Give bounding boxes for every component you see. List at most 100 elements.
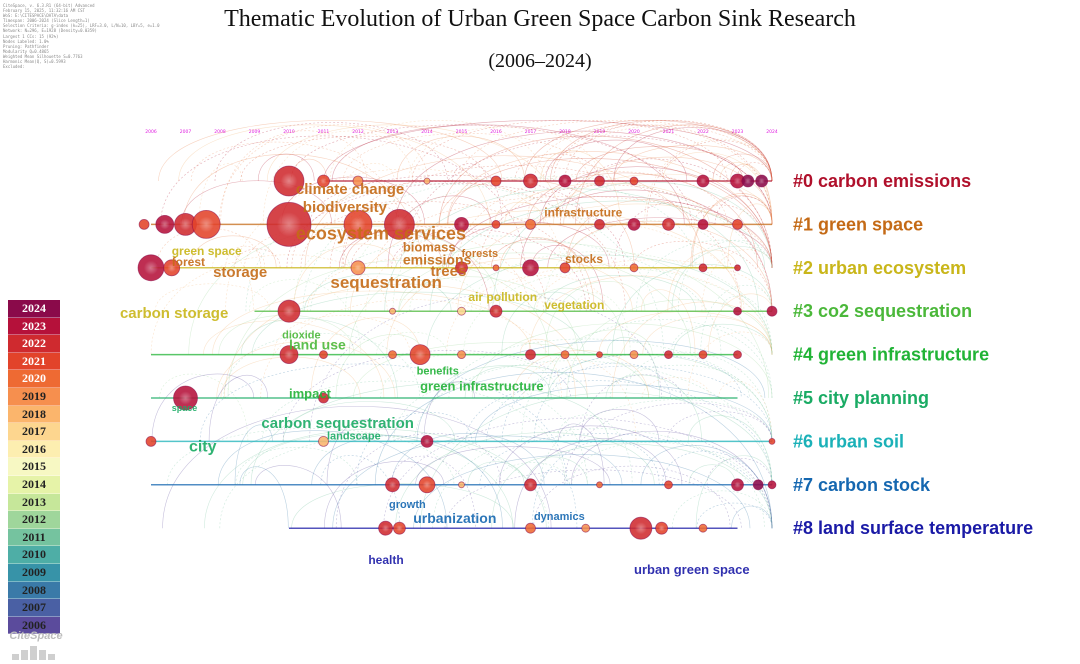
legend-year-2017: 2017 xyxy=(8,423,60,441)
cluster-label-7: #7 carbon stock xyxy=(793,475,931,495)
citation-arc xyxy=(320,455,401,529)
keyword-node xyxy=(273,165,305,197)
year-tick-2011: 2011 xyxy=(318,129,330,135)
citation-arc xyxy=(220,130,367,225)
node-highlight xyxy=(159,219,170,230)
node-highlight xyxy=(381,524,390,533)
citation-arc xyxy=(540,150,621,225)
citation-arc xyxy=(533,287,625,355)
citation-arc xyxy=(343,201,421,268)
citation-arc xyxy=(154,283,271,312)
node-highlight xyxy=(458,264,465,272)
cluster-label-4: #4 green infrastructure xyxy=(793,345,989,365)
keyword-node xyxy=(378,520,394,536)
cluster-name: green space xyxy=(818,214,923,234)
software-info-line: WoS: E:\CITESPACE\DATA\data xyxy=(3,13,69,19)
citation-arc xyxy=(523,357,637,442)
keyword-label: impact xyxy=(289,386,332,401)
citation-arc xyxy=(633,240,773,312)
citation-arc xyxy=(324,460,445,529)
node-highlight xyxy=(665,221,672,228)
keyword-label: urbanization xyxy=(413,510,496,526)
citation-arc xyxy=(667,411,773,442)
citation-arc xyxy=(533,362,671,442)
keyword-node xyxy=(191,209,221,239)
keyword-node xyxy=(392,521,406,535)
citation-arc xyxy=(545,139,688,182)
citation-arc xyxy=(613,145,773,182)
keyword-node xyxy=(352,175,364,187)
cluster-id: #0 xyxy=(793,171,813,191)
keyword-label: dioxide xyxy=(282,330,321,342)
citation-arc xyxy=(262,130,413,225)
cluster-label-2: #2 urban ecosystem xyxy=(793,258,966,278)
year-tick-2018: 2018 xyxy=(559,129,571,135)
citation-arc xyxy=(223,333,420,399)
keyword-node xyxy=(343,209,373,239)
keyword-node xyxy=(389,307,396,315)
citation-arc xyxy=(412,119,728,182)
citation-arc xyxy=(343,133,590,182)
keyword-label: sequestration xyxy=(330,273,441,292)
node-circle xyxy=(458,481,465,489)
node-circle xyxy=(697,218,709,230)
node-circle xyxy=(767,480,777,490)
citation-arc xyxy=(574,292,631,355)
citation-arc xyxy=(348,241,769,399)
keyword-label: green space xyxy=(172,244,242,258)
citation-arc xyxy=(731,505,773,529)
cluster-id: #8 xyxy=(793,518,813,538)
cluster-name: urban soil xyxy=(818,431,904,451)
citation-arc xyxy=(225,245,265,268)
citation-arc xyxy=(374,372,773,529)
software-info-line: Largest 1 CCs: 15 (92%) xyxy=(3,33,59,39)
citation-arc xyxy=(540,469,578,529)
keyword-node xyxy=(457,350,466,360)
citation-arc xyxy=(690,195,773,268)
node-highlight xyxy=(396,524,403,532)
keyword-node xyxy=(698,523,708,533)
citation-arc xyxy=(162,406,552,529)
keyword-node xyxy=(629,176,639,186)
citation-arc xyxy=(687,331,773,399)
keyword-node xyxy=(137,254,165,282)
citation-arc xyxy=(688,464,736,485)
keyword-label: vegetation xyxy=(544,298,604,312)
node-highlight xyxy=(733,177,742,185)
keyword-node xyxy=(733,350,742,360)
citation-arc xyxy=(356,412,473,485)
legend-year-2013: 2013 xyxy=(8,493,60,512)
cluster-id: #6 xyxy=(793,431,813,451)
keyword-node xyxy=(318,435,329,447)
keyword-label: emissions xyxy=(403,251,472,267)
citation-arc xyxy=(446,275,607,355)
citespace-logo: CiteSpace xyxy=(6,630,66,662)
node-circle xyxy=(352,175,364,187)
citation-arc xyxy=(392,244,457,312)
citation-arc xyxy=(556,414,633,485)
node-highlight xyxy=(414,349,426,361)
node-circle xyxy=(698,263,708,273)
keyword-node xyxy=(524,478,537,492)
legend-year-2022: 2022 xyxy=(8,335,60,353)
legend-year-2023: 2023 xyxy=(8,317,60,336)
citation-arc xyxy=(559,158,773,268)
node-circle xyxy=(733,306,742,316)
keyword-node xyxy=(522,259,539,277)
cluster-label-5: #5 city planning xyxy=(793,388,929,408)
keyword-label: forests xyxy=(462,248,499,260)
node-circle xyxy=(596,351,603,359)
citation-arc xyxy=(436,365,588,399)
cluster-name: carbon emissions xyxy=(818,171,971,191)
software-info: CiteSpace, v. 6.3.R1 (64-bit) Advanced Fe… xyxy=(3,3,160,69)
citation-arc xyxy=(714,195,773,225)
keyword-node xyxy=(525,349,536,361)
year-tick-2014: 2014 xyxy=(421,129,433,135)
node-circle xyxy=(138,218,150,230)
citation-arc xyxy=(387,195,492,268)
node-circle xyxy=(734,264,741,272)
citation-arc xyxy=(420,392,773,529)
citation-arc xyxy=(190,141,400,225)
keyword-node xyxy=(383,208,415,240)
keyword-node xyxy=(523,173,538,189)
